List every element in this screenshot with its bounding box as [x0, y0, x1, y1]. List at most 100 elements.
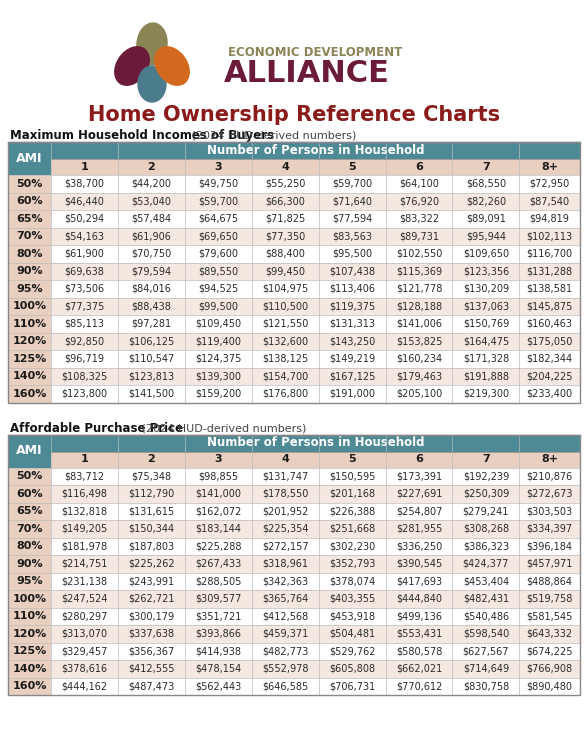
Text: $201,168: $201,168 [329, 489, 375, 499]
Bar [118, 350, 185, 368]
Text: $77,375: $77,375 [64, 301, 105, 311]
Bar [51, 159, 118, 175]
Bar [319, 503, 386, 520]
Bar [8, 315, 51, 332]
Text: $61,900: $61,900 [65, 249, 104, 258]
Bar [8, 572, 51, 590]
Bar [519, 572, 580, 590]
Bar [519, 297, 580, 315]
Bar [319, 660, 386, 678]
Bar [319, 625, 386, 642]
Bar [51, 385, 118, 403]
Bar [386, 503, 452, 520]
Bar [51, 193, 118, 210]
Bar [452, 315, 519, 332]
Bar [452, 385, 519, 403]
Bar [386, 538, 452, 555]
Bar [386, 678, 452, 695]
Text: $267,433: $267,433 [195, 559, 241, 568]
Bar [252, 193, 319, 210]
Bar [51, 555, 118, 572]
Text: $99,450: $99,450 [265, 266, 305, 276]
Bar [252, 315, 319, 332]
Bar [118, 368, 185, 385]
Bar [452, 607, 519, 625]
Text: 2: 2 [148, 454, 155, 465]
Text: $412,555: $412,555 [128, 664, 175, 674]
Text: $187,803: $187,803 [128, 542, 175, 551]
Bar [8, 520, 51, 538]
Text: $108,325: $108,325 [61, 371, 108, 381]
Text: $99,500: $99,500 [198, 301, 238, 311]
Text: 6: 6 [415, 454, 423, 465]
Bar [452, 175, 519, 193]
Bar [185, 159, 252, 175]
Bar [386, 385, 452, 403]
Text: $210,876: $210,876 [527, 471, 573, 481]
Bar [118, 555, 185, 572]
Bar [519, 555, 580, 572]
Bar [51, 451, 118, 468]
Bar [386, 262, 452, 280]
Text: $115,369: $115,369 [396, 266, 442, 276]
Text: $153,825: $153,825 [396, 336, 442, 347]
Bar [118, 159, 185, 175]
Bar [118, 590, 185, 607]
Text: 50%: 50% [16, 471, 43, 481]
Bar [118, 607, 185, 625]
Text: $73,506: $73,506 [64, 284, 105, 294]
Bar [252, 262, 319, 280]
Bar [319, 228, 386, 245]
Bar [519, 262, 580, 280]
Bar [8, 625, 51, 642]
Text: (2024 HUD-derived numbers): (2024 HUD-derived numbers) [138, 424, 306, 433]
Bar [118, 332, 185, 350]
Text: 90%: 90% [16, 559, 43, 568]
Bar [386, 332, 452, 350]
Bar [519, 193, 580, 210]
Text: $204,225: $204,225 [526, 371, 573, 381]
Bar [51, 210, 118, 228]
Bar [252, 332, 319, 350]
Text: $132,818: $132,818 [61, 506, 108, 516]
Text: $309,577: $309,577 [195, 594, 242, 604]
Bar [519, 642, 580, 660]
Text: 6: 6 [415, 162, 423, 172]
Bar [8, 590, 51, 607]
Text: $250,309: $250,309 [463, 489, 509, 499]
Text: $378,074: $378,074 [329, 576, 375, 586]
Bar [386, 228, 452, 245]
Bar [319, 368, 386, 385]
Text: $281,955: $281,955 [396, 524, 442, 534]
Text: $302,230: $302,230 [329, 542, 375, 551]
Text: $64,675: $64,675 [198, 214, 238, 224]
Bar [452, 210, 519, 228]
Text: $393,866: $393,866 [195, 629, 241, 639]
Text: $272,157: $272,157 [262, 542, 309, 551]
Bar [252, 538, 319, 555]
Text: $109,450: $109,450 [195, 319, 241, 329]
Bar [386, 607, 452, 625]
Bar [51, 297, 118, 315]
Bar [118, 625, 185, 642]
Bar [8, 503, 51, 520]
Bar [118, 385, 185, 403]
Text: $205,100: $205,100 [396, 388, 442, 399]
Text: 8+: 8+ [541, 162, 558, 172]
Text: $150,595: $150,595 [329, 471, 375, 481]
Text: 4: 4 [281, 454, 289, 465]
Bar [452, 678, 519, 695]
Bar [8, 297, 51, 315]
Bar [519, 625, 580, 642]
Bar [185, 385, 252, 403]
Bar [252, 555, 319, 572]
Bar [252, 642, 319, 660]
Bar [185, 520, 252, 538]
Text: (2024 HUD-derived numbers): (2024 HUD-derived numbers) [189, 131, 357, 141]
Bar [519, 332, 580, 350]
Text: $280,297: $280,297 [61, 611, 108, 622]
Text: $71,825: $71,825 [265, 214, 305, 224]
Text: $288,505: $288,505 [195, 576, 242, 586]
Text: $87,540: $87,540 [530, 196, 570, 206]
Text: $300,179: $300,179 [128, 611, 175, 622]
